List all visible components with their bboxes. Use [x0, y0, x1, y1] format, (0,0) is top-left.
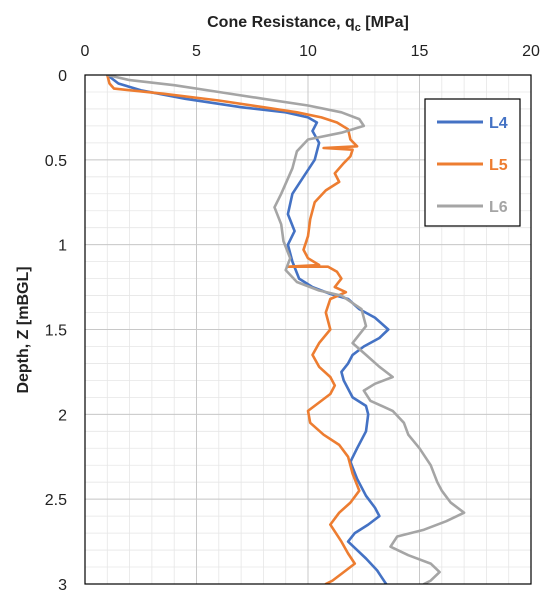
- y-tick-label: 0.5: [45, 153, 67, 170]
- x-tick-label: 15: [411, 43, 429, 60]
- x-tick-label: 0: [81, 43, 90, 60]
- y-tick-label: 3: [58, 577, 67, 592]
- series-line-l5: [106, 75, 361, 584]
- tick-labels: 0 5 10 15 20 0 0.5 1 1.5 2 2.5 3: [45, 43, 540, 594]
- y-axis-title: Depth, Z [mBGL]: [15, 266, 32, 393]
- series-lines: [106, 75, 466, 584]
- y-tick-label: 1.5: [45, 323, 67, 340]
- x-axis-title-main: Cone Resistance, q: [207, 14, 355, 31]
- series-line-l4: [106, 75, 390, 584]
- plot-frame: [84, 74, 532, 585]
- legend-entries: L4 L5 L6: [437, 115, 508, 216]
- x-axis-title-subscript: c: [355, 22, 361, 34]
- y-tick-label: 2.5: [45, 492, 67, 509]
- grid: [84, 74, 532, 585]
- y-tick-label: 1: [58, 238, 67, 255]
- series-line-l6: [106, 75, 466, 584]
- y-tick-label: 2: [58, 407, 67, 424]
- legend-label-l4: L4: [489, 115, 508, 132]
- x-tick-label: 20: [522, 43, 540, 60]
- x-axis-title: Cone Resistance, qc [MPa]: [207, 14, 409, 34]
- legend: L4 L5 L6: [424, 98, 521, 227]
- legend-label-l6: L6: [489, 199, 508, 216]
- x-tick-label: 5: [192, 43, 201, 60]
- y-tick-label: 0: [58, 68, 67, 85]
- legend-label-l5: L5: [489, 157, 508, 174]
- x-tick-label: 10: [299, 43, 317, 60]
- x-axis-title-unit: [MPa]: [361, 14, 409, 31]
